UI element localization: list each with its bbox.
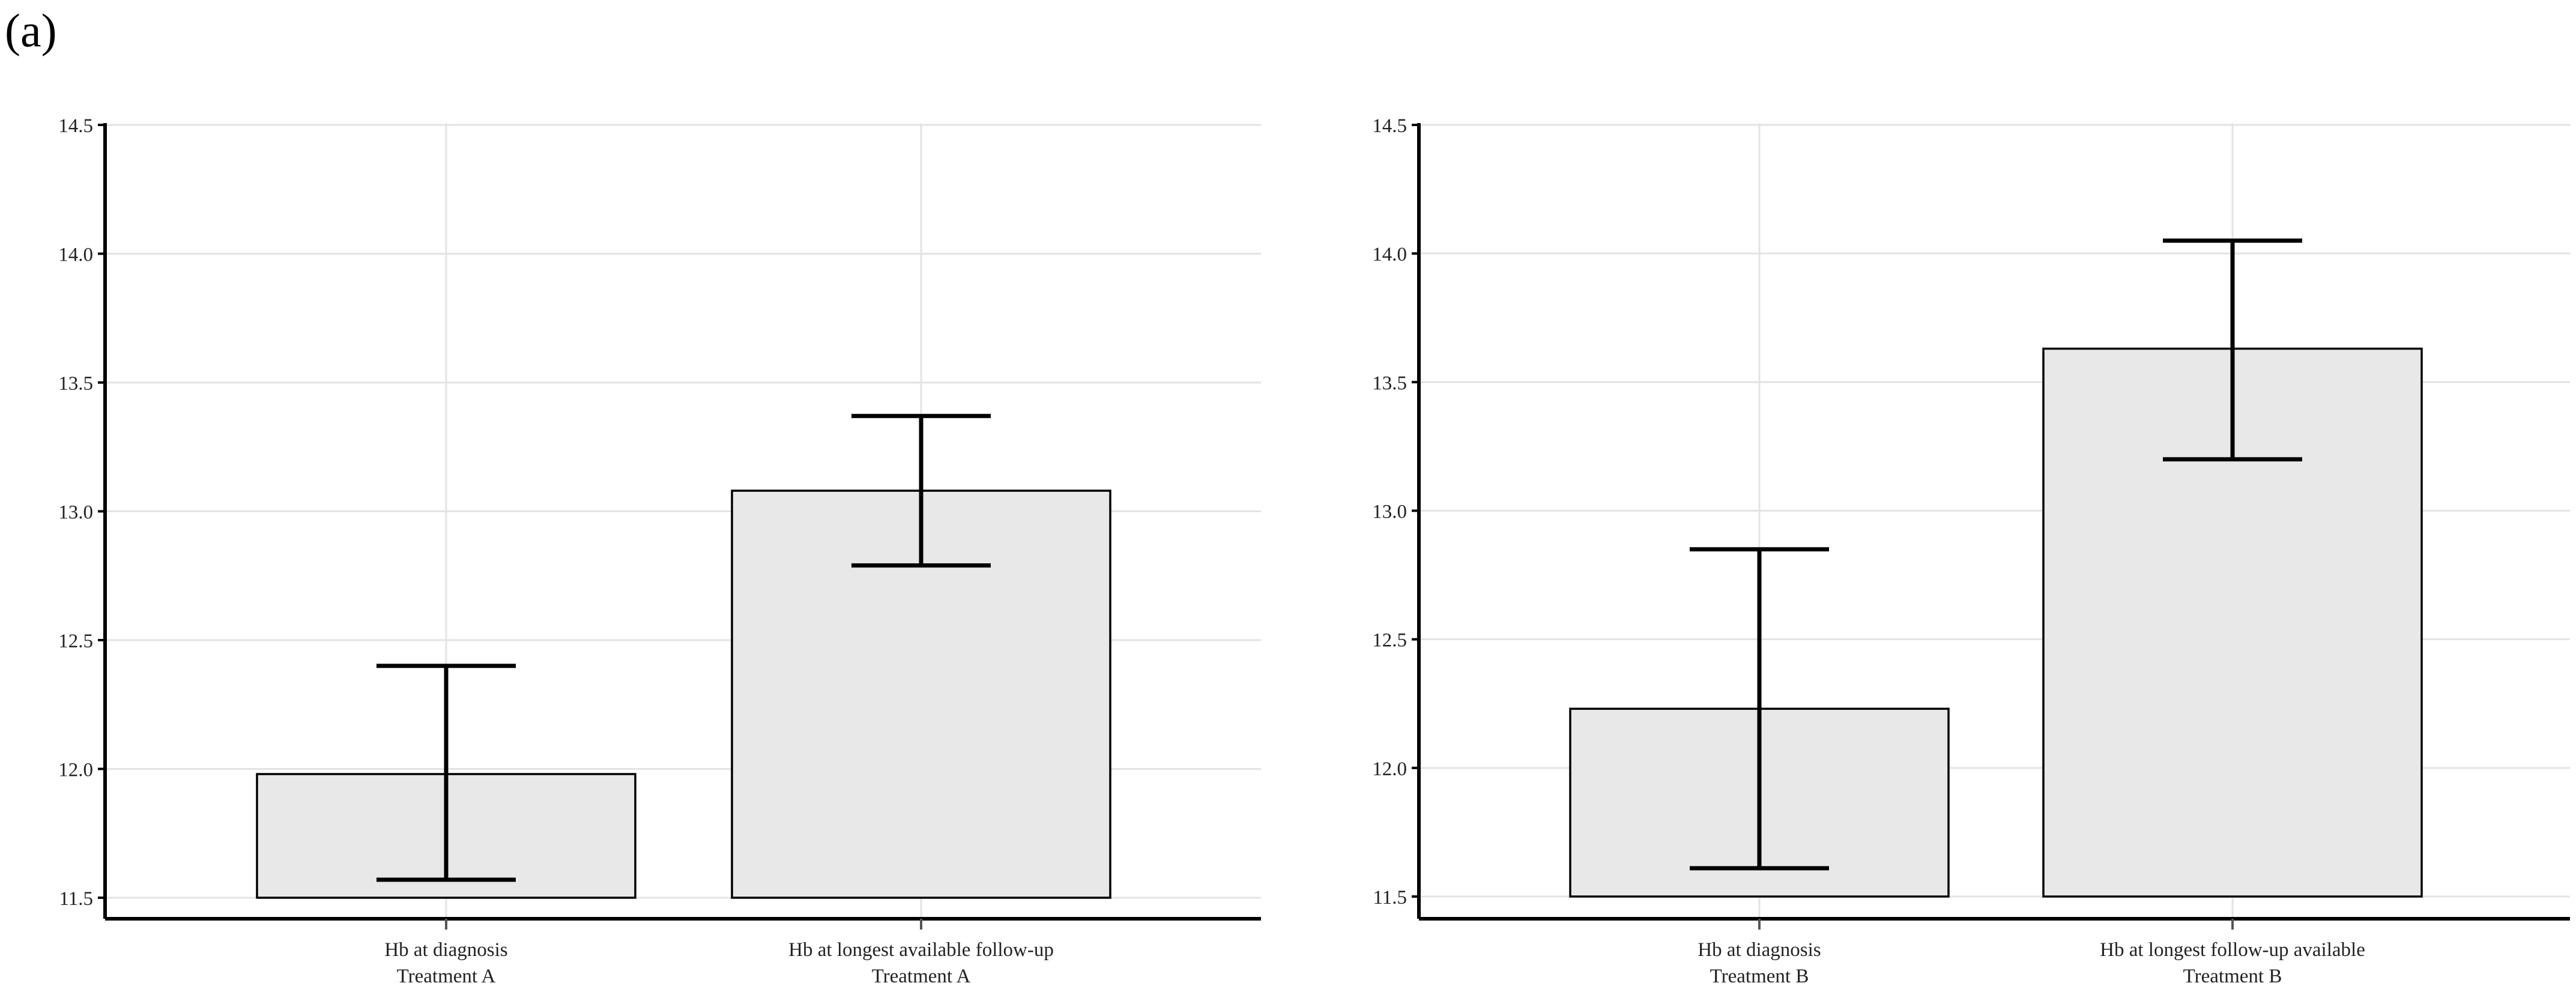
y-tick-label: 12.5 — [58, 631, 93, 652]
x-tick-label: Hb at longest follow-up available — [2100, 939, 2365, 961]
y-tick-label: 11.5 — [1373, 887, 1407, 909]
y-tick-label: 13.0 — [58, 502, 93, 524]
y-tick-label: 14.5 — [58, 115, 93, 137]
y-tick-label: 12.0 — [1372, 758, 1407, 780]
y-tick-label: 13.5 — [1372, 372, 1407, 394]
panel-label: (a) — [5, 4, 57, 56]
y-tick-label: 12.5 — [1372, 630, 1407, 652]
y-tick-label: 12.0 — [58, 760, 93, 781]
x-tick-label: Hb at diagnosis — [1698, 939, 1821, 961]
y-tick-label: 13.0 — [1372, 501, 1407, 523]
x-tick-label: Hb at longest available follow-up — [788, 939, 1054, 961]
x-tick-label: Treatment A — [397, 966, 496, 986]
x-tick-label: Treatment B — [1710, 966, 1809, 986]
y-tick-label: 13.5 — [58, 373, 93, 395]
x-tick-label: Treatment A — [872, 966, 971, 986]
y-tick-label: 14.0 — [58, 244, 93, 266]
chart-treatment-a: 11.5 12.0 12.5 13.0 13.5 14.0 14.5 Hb at diagno… — [58, 115, 1261, 986]
x-tick-label: Hb at diagnosis — [384, 939, 507, 961]
x-tick-label: Treatment B — [2183, 966, 2282, 986]
y-tick-label: 14.5 — [1372, 115, 1407, 137]
chart-treatment-b: 11.5 12.0 12.5 13.0 13.5 14.0 14.5 Hb at diagno… — [1372, 115, 2570, 986]
y-tick-label: 11.5 — [59, 888, 93, 910]
y-tick-label: 14.0 — [1372, 244, 1407, 265]
